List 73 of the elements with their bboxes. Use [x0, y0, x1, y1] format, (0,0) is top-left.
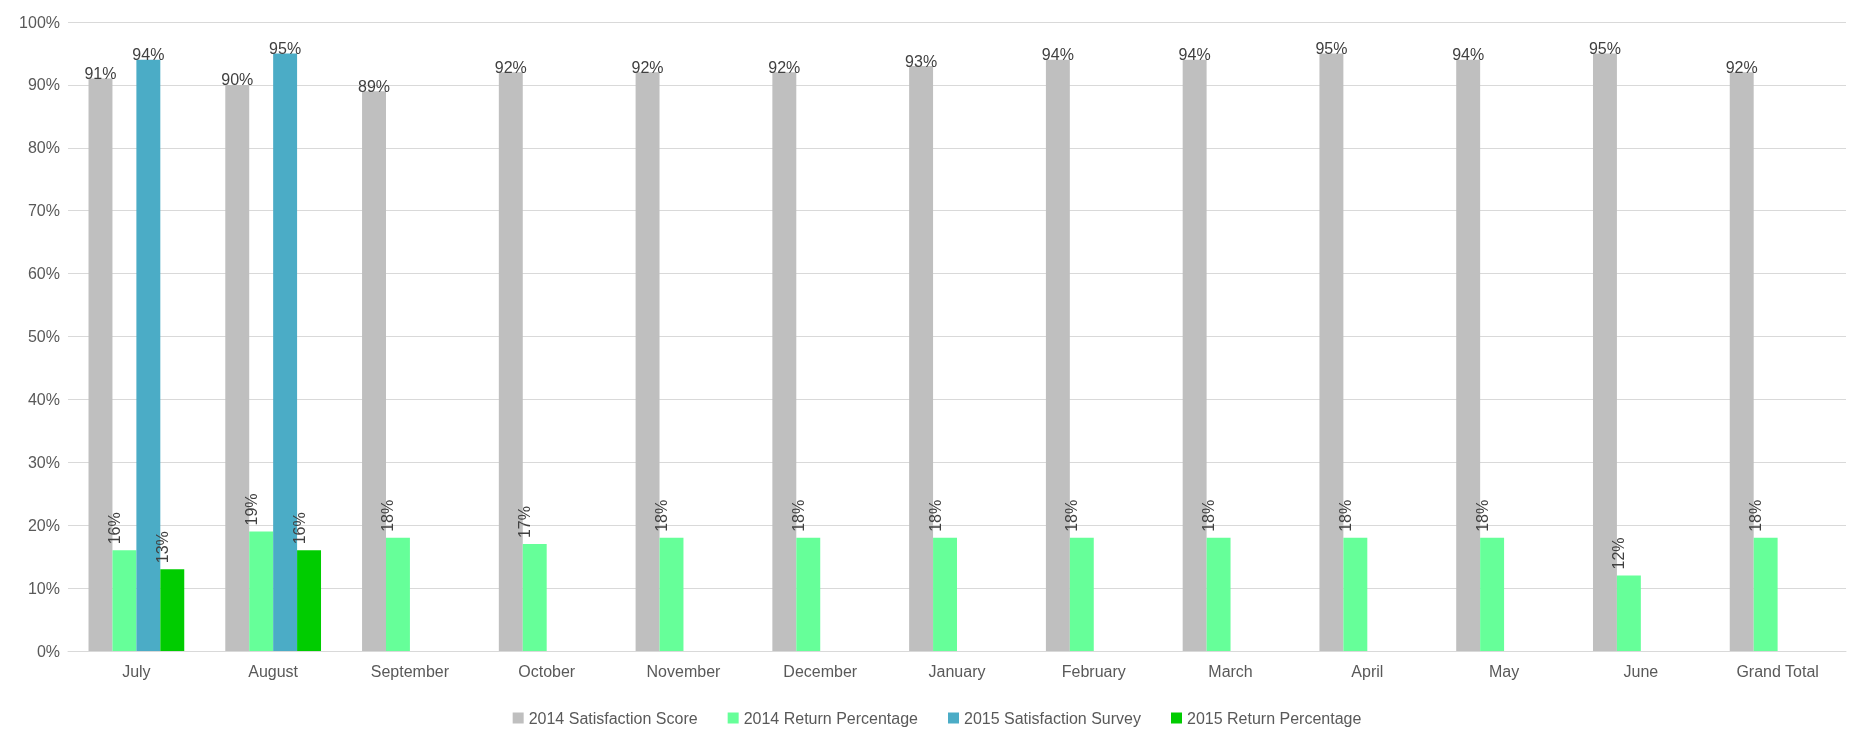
data-label: 94% — [1041, 46, 1074, 64]
bar — [249, 531, 274, 651]
data-label: 92% — [494, 58, 527, 76]
y-tick-label: 70% — [27, 202, 60, 220]
data-label: 18% — [1063, 499, 1081, 532]
data-label: 94% — [1452, 46, 1485, 64]
data-label: 92% — [631, 58, 664, 76]
bar — [933, 537, 957, 651]
y-tick-label: 10% — [27, 579, 60, 597]
x-tick-label: June — [1623, 662, 1659, 680]
data-label: 16% — [105, 512, 123, 545]
y-tick-label: 50% — [27, 328, 60, 345]
data-label: 91% — [84, 65, 117, 83]
data-label: 18% — [926, 499, 944, 532]
x-tick-label: April — [1351, 662, 1384, 680]
data-label: 19% — [242, 493, 260, 526]
y-tick-label: 0% — [36, 642, 60, 660]
y-tick-label: 90% — [27, 76, 60, 94]
data-label: 92% — [1725, 58, 1758, 76]
data-label: 89% — [358, 77, 391, 95]
bar — [1069, 537, 1094, 651]
data-label: 17% — [516, 506, 534, 539]
legend-label: 2015 Satisfaction Survey — [964, 709, 1141, 727]
y-tick-label: 40% — [27, 390, 60, 408]
x-tick-label: March — [1208, 662, 1253, 680]
x-tick-label: November — [646, 662, 722, 680]
data-label: 12% — [1610, 537, 1628, 570]
bar — [1206, 537, 1231, 651]
data-label: 95% — [1315, 39, 1348, 57]
y-tick-label: 30% — [27, 453, 60, 471]
bar — [385, 537, 410, 651]
bar — [297, 550, 322, 651]
x-tick-label: December — [783, 662, 858, 680]
data-label: 18% — [1200, 499, 1218, 532]
data-label: 92% — [768, 58, 801, 76]
data-label: 93% — [905, 52, 938, 70]
data-label: 18% — [789, 499, 807, 532]
legend-label: 2014 Satisfaction Score — [528, 709, 698, 727]
data-label: 18% — [652, 499, 670, 532]
bar — [1616, 575, 1641, 651]
data-label: 16% — [290, 512, 308, 545]
data-label: 13% — [153, 531, 171, 564]
data-label: 18% — [1473, 499, 1491, 532]
y-tick-label: 20% — [27, 516, 60, 534]
data-label: 94% — [132, 46, 165, 64]
y-tick-label: 100% — [19, 13, 60, 31]
data-label: 90% — [221, 71, 254, 89]
x-tick-label: Grand Total — [1736, 662, 1819, 680]
bar — [1753, 537, 1778, 651]
bar — [1343, 537, 1368, 651]
x-tick-label: July — [122, 662, 151, 680]
data-label: 18% — [1336, 499, 1354, 532]
data-label: 18% — [379, 499, 397, 532]
x-tick-label: February — [1061, 662, 1126, 680]
legend-label: 2015 Return Percentage — [1186, 709, 1362, 727]
data-label: 95% — [1588, 39, 1621, 57]
x-tick-label: January — [928, 662, 986, 680]
bar — [659, 537, 684, 651]
x-tick-label: August — [248, 662, 299, 680]
y-tick-label: 60% — [27, 265, 60, 283]
bar — [112, 550, 137, 651]
data-label: 94% — [1178, 46, 1211, 64]
x-tick-label: October — [518, 662, 576, 680]
x-tick-label: September — [370, 662, 450, 680]
bar — [160, 569, 185, 651]
bar — [1480, 537, 1505, 651]
bar — [522, 544, 547, 651]
x-tick-label: May — [1488, 662, 1520, 680]
bar — [796, 537, 821, 651]
data-label: 95% — [269, 39, 302, 57]
y-tick-label: 80% — [27, 139, 60, 157]
legend-label: 2014 Return Percentage — [743, 709, 919, 727]
data-label: 18% — [1747, 499, 1765, 532]
